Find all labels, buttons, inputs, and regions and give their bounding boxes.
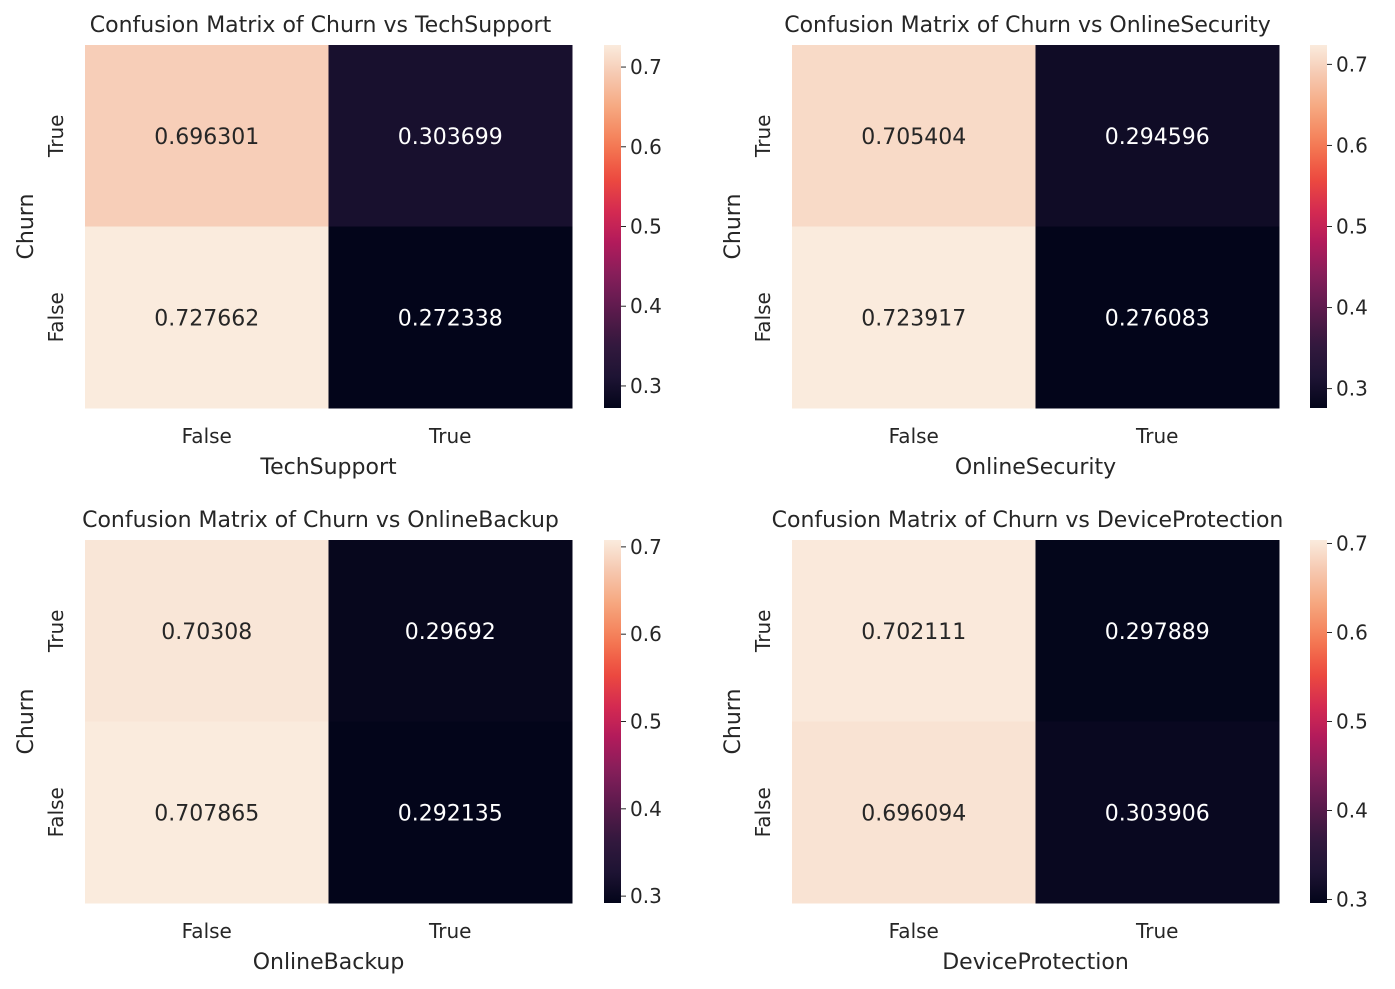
y-axis-label: Churn	[14, 194, 39, 260]
y-axis-label: Churn	[721, 194, 746, 260]
heatmap-cell	[85, 226, 329, 409]
x-tick-label: True	[1135, 919, 1178, 943]
heatmap-panel: 0.705404 0.294596 0.723917 0.276083 Confusio…	[721, 13, 1368, 480]
colorbar-tick-label: 0.7	[1336, 531, 1368, 555]
cell-value-label: 0.705404	[861, 125, 966, 150]
x-tick-label: False	[182, 424, 232, 448]
cell-value-label: 0.276083	[1105, 306, 1210, 331]
cell-value-label: 0.294596	[1105, 125, 1210, 150]
x-axis-label: OnlineBackup	[253, 950, 405, 975]
colorbar-tick-label: 0.3	[630, 884, 662, 908]
chart-title: Confusion Matrix of Churn vs OnlineBacku…	[82, 508, 559, 533]
x-tick-label: False	[889, 424, 939, 448]
cell-value-label: 0.727662	[154, 306, 259, 331]
colorbar-tick-label: 0.6	[630, 622, 662, 646]
heatmap-cell	[85, 45, 329, 227]
heatmap-cell	[792, 721, 1036, 904]
colorbar-tick-label: 0.4	[630, 294, 662, 318]
y-tick-label: True	[751, 610, 775, 653]
cell-value-label: 0.696094	[861, 801, 966, 826]
y-tick-label: False	[751, 292, 775, 342]
colorbar-tick-label: 0.6	[1336, 620, 1368, 644]
x-tick-label: False	[889, 919, 939, 943]
heatmap-cell	[1035, 226, 1280, 409]
colorbar-tick-label: 0.7	[630, 535, 662, 559]
colorbar	[604, 540, 621, 903]
heatmap-cell	[792, 45, 1036, 227]
y-tick-label: True	[44, 610, 68, 653]
x-tick-label: True	[428, 424, 471, 448]
colorbar-tick-label: 0.4	[1336, 296, 1368, 320]
heatmap-panel: 0.696301 0.303699 0.727662 0.272338 Confusio…	[14, 13, 662, 480]
colorbar-tick-label: 0.6	[630, 135, 662, 159]
y-tick-label: True	[44, 115, 68, 158]
y-tick-label: True	[751, 115, 775, 158]
y-tick-label: False	[751, 787, 775, 837]
heatmap-cell	[1035, 45, 1280, 227]
colorbar-tick-label: 0.6	[1336, 133, 1368, 157]
cell-value-label: 0.29692	[405, 620, 496, 645]
colorbar	[1310, 45, 1327, 408]
cell-value-label: 0.297889	[1105, 620, 1210, 645]
colorbar-tick-label: 0.3	[1336, 377, 1368, 401]
x-axis-label: DeviceProtection	[942, 950, 1129, 975]
colorbar-tick-label: 0.7	[630, 55, 662, 79]
heatmap-cell	[85, 540, 329, 722]
heatmap-cell	[328, 226, 573, 409]
heatmap-cell	[792, 226, 1036, 409]
cell-value-label: 0.70308	[161, 620, 252, 645]
cell-value-label: 0.702111	[861, 620, 966, 645]
colorbar-tick-label: 0.4	[1336, 799, 1368, 823]
chart-title: Confusion Matrix of Churn vs DeviceProte…	[772, 508, 1284, 533]
y-tick-label: False	[44, 787, 68, 837]
colorbar	[1310, 540, 1327, 903]
heatmap-cell	[792, 540, 1036, 722]
cell-value-label: 0.303699	[398, 125, 503, 150]
heatmap-cell	[328, 540, 573, 722]
colorbar-tick-label: 0.4	[630, 797, 662, 821]
y-axis-label: Churn	[721, 689, 746, 755]
cell-value-label: 0.303906	[1105, 801, 1210, 826]
heatmap-cell	[1035, 540, 1280, 722]
cell-value-label: 0.707865	[154, 801, 259, 826]
x-tick-label: True	[1135, 424, 1178, 448]
heatmap-cell	[85, 721, 329, 904]
heatmap-panel: 0.702111 0.297889 0.696094 0.303906 Confusio…	[721, 508, 1368, 975]
heatmap-cell	[328, 721, 573, 904]
cell-value-label: 0.292135	[398, 801, 503, 826]
heatmap-panel: 0.70308 0.29692 0.707865 0.292135 Confusion …	[14, 508, 662, 975]
colorbar-tick-label: 0.3	[1336, 888, 1368, 912]
y-axis-label: Churn	[14, 689, 39, 755]
colorbar-tick-label: 0.5	[1336, 215, 1368, 239]
y-tick-label: False	[44, 292, 68, 342]
cell-value-label: 0.723917	[861, 306, 966, 331]
chart-title: Confusion Matrix of Churn vs OnlineSecur…	[784, 13, 1271, 38]
chart-title: Confusion Matrix of Churn vs TechSupport	[90, 13, 552, 38]
colorbar-tick-label: 0.5	[630, 215, 662, 239]
cell-value-label: 0.696301	[154, 125, 259, 150]
colorbar-tick-label: 0.5	[1336, 710, 1368, 734]
colorbar-tick-label: 0.5	[630, 710, 662, 734]
x-axis-label: OnlineSecurity	[955, 455, 1116, 480]
x-tick-label: True	[428, 919, 471, 943]
heatmap-cell	[1035, 721, 1280, 904]
heatmap-cell	[328, 45, 573, 227]
x-axis-label: TechSupport	[259, 455, 397, 480]
colorbar	[604, 45, 621, 408]
cell-value-label: 0.272338	[398, 306, 503, 331]
x-tick-label: False	[182, 919, 232, 943]
colorbar-tick-label: 0.3	[630, 374, 662, 398]
colorbar-tick-label: 0.7	[1336, 52, 1368, 76]
